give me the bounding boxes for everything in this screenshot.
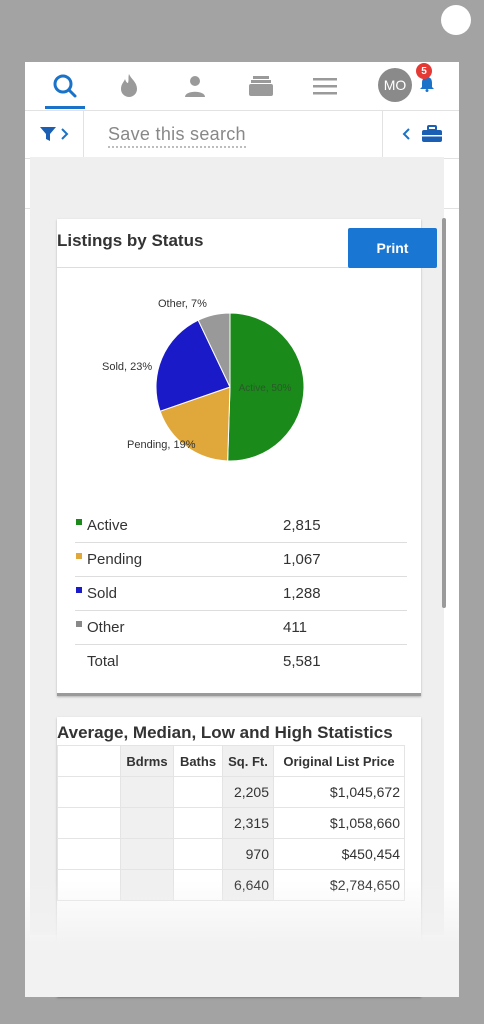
- table-row: 2,315 $1,058,660: [57, 807, 405, 839]
- status-legend: Active 2,815 Pending 1,067 Sold 1,288 Ot…: [75, 509, 407, 678]
- table-cell: [173, 807, 223, 839]
- notification-badge: 5: [416, 63, 432, 79]
- legend-value: 1,067: [283, 551, 321, 568]
- statistics-table: Bdrms Baths Sq. Ft. Original List Price …: [57, 745, 405, 901]
- bottom-fade: [25, 880, 459, 997]
- search-row: Save this search: [25, 110, 459, 159]
- swatch-sold: [76, 587, 82, 593]
- table-cell: [120, 838, 174, 870]
- filter-icon: [39, 127, 56, 141]
- briefcase-icon: [421, 125, 442, 142]
- col-header: [57, 745, 121, 777]
- bell-icon[interactable]: [420, 76, 434, 92]
- pie-slice-sold: [155, 319, 231, 412]
- hamburger-icon: [313, 78, 337, 95]
- pie-slice-active: [227, 312, 305, 462]
- col-header-bdrms: Bdrms: [120, 745, 174, 777]
- legend-label: Pending: [87, 551, 143, 568]
- pie-slice-other: [197, 312, 231, 388]
- table-cell: [120, 776, 174, 808]
- person-icon: [185, 76, 205, 97]
- camera-dot: [441, 5, 471, 35]
- table-cell: [173, 838, 223, 870]
- hot-tab[interactable]: [109, 62, 149, 110]
- legend-label: Other: [87, 619, 125, 636]
- table-cell: 2,315: [222, 807, 274, 839]
- statistics-title: Average, Median, Low and High Statistics: [57, 723, 393, 742]
- save-search-field[interactable]: Save this search: [108, 124, 246, 148]
- table-cell: $1,045,672: [273, 776, 405, 808]
- stack-icon: [249, 76, 273, 96]
- total-label: Total: [87, 653, 119, 670]
- col-header-sqft: Sq. Ft.: [222, 745, 274, 777]
- legend-row-total: Total 5,581: [75, 645, 407, 678]
- user-avatar[interactable]: MO: [378, 68, 412, 102]
- table-header-row: Bdrms Baths Sq. Ft. Original List Price: [57, 745, 405, 777]
- table-cell: $450,454: [273, 838, 405, 870]
- table-cell: [57, 776, 121, 808]
- table-row: 970 $450,454: [57, 838, 405, 870]
- pie-chart: Active, 50% Pending, 19% Sold, 23% Other, 7…: [102, 298, 305, 462]
- table-cell: 2,205: [222, 776, 274, 808]
- search-icon: [53, 74, 77, 98]
- saved-items-button[interactable]: [382, 110, 459, 158]
- table-cell: [173, 776, 223, 808]
- legend-row-sold: Sold 1,288: [75, 577, 407, 611]
- total-value: 5,581: [283, 653, 321, 670]
- profile-tab[interactable]: [175, 62, 215, 110]
- legend-row-pending: Pending 1,067: [75, 543, 407, 577]
- pie-label-pending: Pending, 19%: [127, 439, 196, 451]
- menu-tab[interactable]: [305, 62, 345, 110]
- filter-button[interactable]: [25, 110, 84, 158]
- swatch-pending: [76, 553, 82, 559]
- legend-value: 1,288: [283, 585, 321, 602]
- active-tab-indicator: [45, 106, 85, 109]
- top-nav: MO 5: [25, 62, 459, 111]
- col-header-baths: Baths: [173, 745, 223, 777]
- pie-label-sold: Sold, 23%: [102, 361, 152, 373]
- table-cell: [57, 807, 121, 839]
- table-cell: $1,058,660: [273, 807, 405, 839]
- col-header-price: Original List Price: [273, 745, 405, 777]
- table-row: 2,205 $1,045,672: [57, 776, 405, 808]
- print-button[interactable]: Print: [348, 228, 437, 268]
- flame-icon: [121, 74, 137, 97]
- pie-label-active: Active, 50%: [239, 383, 292, 394]
- legend-row-active: Active 2,815: [75, 509, 407, 543]
- legend-label: Active: [87, 517, 128, 534]
- table-cell: [120, 807, 174, 839]
- legend-row-other: Other 411: [75, 611, 407, 645]
- listings-title: Listings by Status: [57, 231, 204, 250]
- legend-value: 411: [283, 619, 307, 636]
- swatch-active: [76, 519, 82, 525]
- content-area: Listings by Status Print Active, 50% Pend…: [30, 157, 444, 997]
- pie-label-other: Other, 7%: [158, 298, 207, 310]
- search-tab[interactable]: [45, 62, 85, 110]
- title-divider: [57, 267, 421, 268]
- legend-label: Sold: [87, 585, 118, 602]
- scrollbar[interactable]: [442, 218, 446, 608]
- chevron-right-icon: [60, 128, 68, 140]
- statistics-card: Average, Median, Low and High Statistics…: [57, 717, 421, 997]
- table-cell: 970: [222, 838, 274, 870]
- table-cell: [57, 838, 121, 870]
- swatch-other: [76, 621, 82, 627]
- listings-tab[interactable]: [241, 62, 281, 110]
- chevron-left-icon: [402, 128, 410, 140]
- legend-value: 2,815: [283, 517, 321, 534]
